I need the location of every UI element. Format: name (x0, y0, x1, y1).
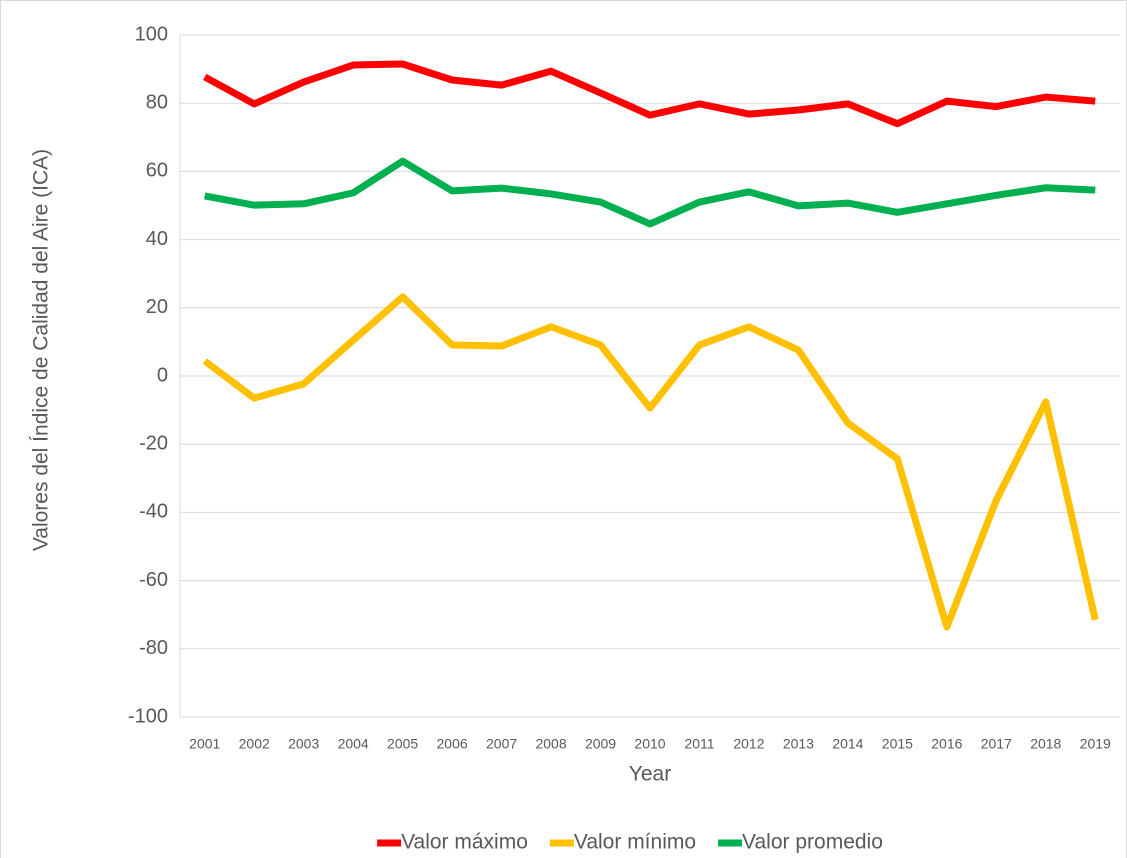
x-tick-label: 2002 (239, 736, 270, 752)
x-tick-label: 2005 (387, 736, 418, 752)
x-tick-label: 2007 (486, 736, 517, 752)
series-line (202, 293, 1099, 631)
x-tick-label: 2019 (1080, 736, 1111, 752)
x-tick-label: 2008 (535, 736, 566, 752)
legend-label: Valor máximo (401, 831, 528, 854)
x-tick-label: 2016 (931, 736, 962, 752)
x-tick-label: 2013 (783, 736, 814, 752)
y-tick-label: -100 (128, 705, 168, 727)
x-tick-label: 2009 (585, 736, 616, 752)
series-line (204, 157, 1096, 228)
x-tick-label: 2003 (288, 736, 319, 752)
y-tick-label: 0 (157, 364, 168, 386)
y-tick-label: 20 (146, 296, 168, 318)
x-tick-label: 2012 (733, 736, 764, 752)
x-tick-label: 2015 (882, 736, 913, 752)
y-tick-label: 40 (146, 228, 168, 250)
y-tick-label: 60 (146, 160, 168, 182)
y-tick-label: -80 (139, 637, 168, 659)
x-tick-label: 2018 (1030, 736, 1061, 752)
y-tick-label: -20 (139, 432, 168, 454)
y-tick-label: -60 (139, 569, 168, 591)
series-line (203, 60, 1096, 128)
x-tick-label: 2014 (832, 736, 863, 752)
x-tick-label: 2011 (684, 736, 714, 752)
legend-label: Valor promedio (742, 831, 883, 854)
x-tick-label: 2017 (981, 736, 1012, 752)
x-tick-label: 2006 (437, 736, 468, 752)
y-tick-label: -40 (139, 501, 168, 523)
x-axis-label: Year (629, 763, 671, 786)
y-tick-label: 100 (135, 23, 168, 45)
legend-label: Valor mínimo (574, 831, 696, 854)
x-tick-label: 2004 (338, 736, 369, 752)
x-tick-label: 2010 (634, 736, 665, 752)
x-tick-label: 2001 (189, 736, 220, 752)
y-axis-label: Valores del Índice de Calidad del Aire (… (30, 149, 53, 551)
y-tick-label: 80 (146, 91, 168, 113)
